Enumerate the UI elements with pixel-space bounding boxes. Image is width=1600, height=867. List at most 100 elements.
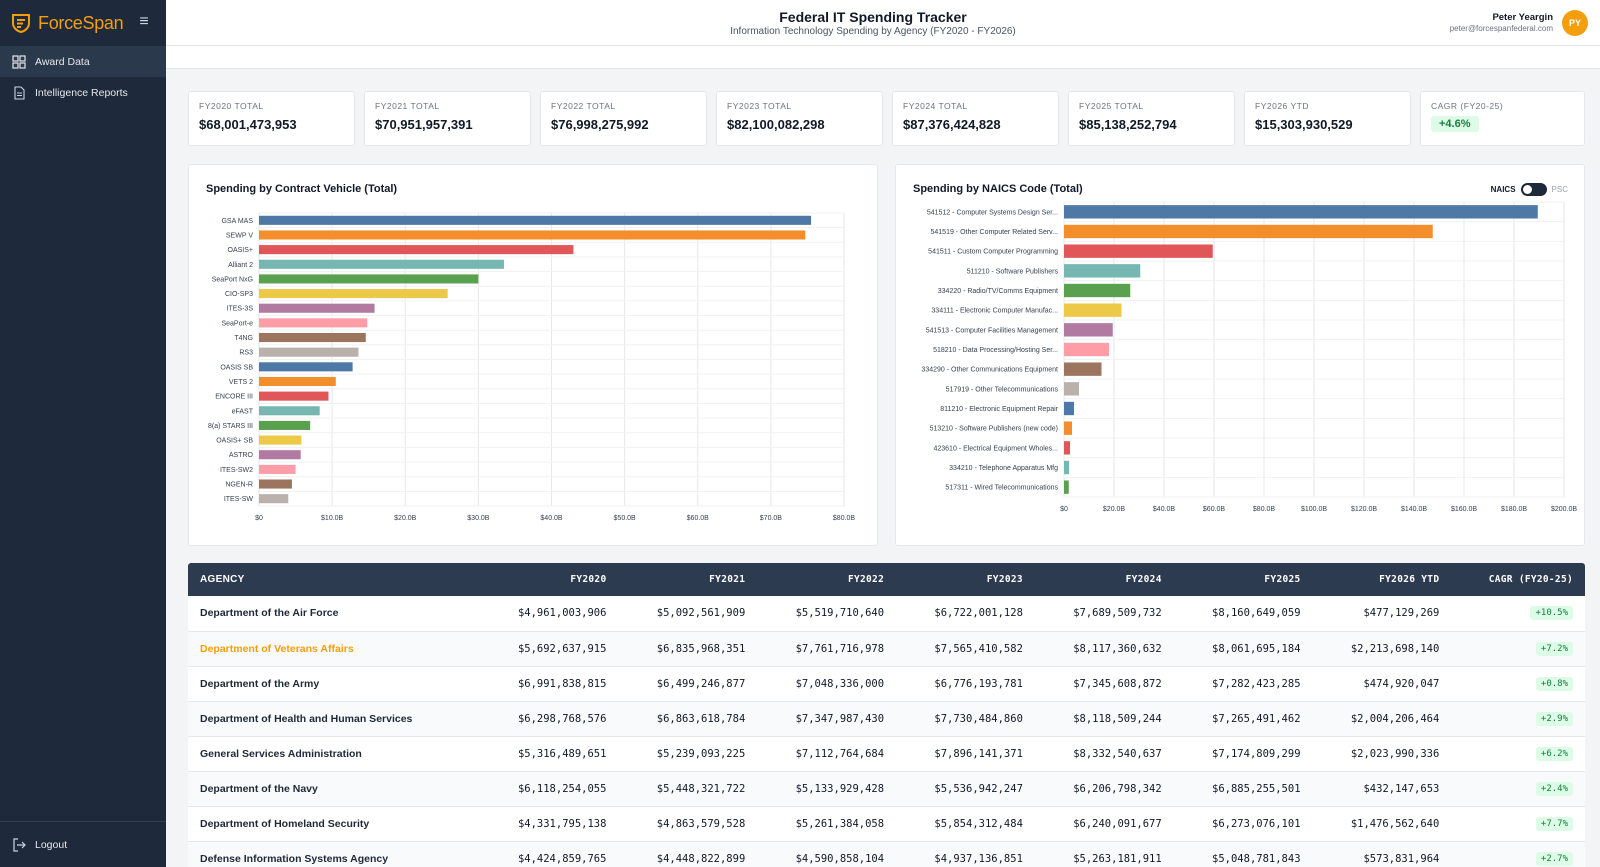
bar[interactable]: [1064, 283, 1131, 298]
cell-fy2026-ytd: $2,023,990,336: [1350, 747, 1440, 760]
column-header-fy2025[interactable]: FY2025: [1264, 574, 1301, 585]
agency-name[interactable]: General Services Administration: [200, 747, 362, 760]
column-header-fy2021[interactable]: FY2021: [709, 574, 746, 585]
cagr-badge: +10.5%: [1530, 606, 1573, 621]
bar[interactable]: [259, 406, 320, 416]
table-row[interactable]: Department of the Navy $6,118,254,055 $5,4…: [188, 771, 1585, 806]
bar[interactable]: [259, 347, 359, 357]
column-header-fy2024[interactable]: FY2024: [1125, 574, 1162, 585]
cell-fy2023: $5,854,312,484: [934, 817, 1023, 830]
bar[interactable]: [1064, 264, 1141, 278]
bar[interactable]: [1064, 244, 1213, 258]
bar[interactable]: [259, 435, 302, 445]
forcespan-logo-icon: [12, 14, 30, 34]
column-header-fy2026-ytd[interactable]: FY2026 YTD: [1379, 574, 1440, 585]
kpi-value: $82,100,082,298: [727, 117, 825, 132]
kpi-card-fy2021: FY2021 TOTAL $70,951,957,391: [364, 91, 531, 146]
bar[interactable]: [1064, 441, 1070, 455]
bar[interactable]: [1064, 382, 1079, 396]
table-row[interactable]: Department of Homeland Security $4,331,79…: [188, 806, 1585, 841]
table-row[interactable]: Department of the Air Force $4,961,003,90…: [188, 596, 1585, 631]
user-email: peter@forcespanfederal.com: [1449, 24, 1553, 33]
table-row[interactable]: Department of Veterans Affairs $5,692,637…: [188, 631, 1585, 666]
bar[interactable]: [259, 420, 311, 430]
bar[interactable]: [259, 332, 366, 343]
bar[interactable]: [259, 289, 448, 299]
bar[interactable]: [259, 391, 329, 401]
bar[interactable]: [1064, 401, 1074, 416]
cell-fy2024: $5,263,181,911: [1073, 852, 1162, 865]
y-tick-label: ENCORE III: [215, 394, 253, 401]
bar[interactable]: [259, 376, 336, 387]
bar[interactable]: [1064, 421, 1072, 435]
bar[interactable]: [259, 215, 812, 225]
cell-fy2026-ytd: $477,129,269: [1363, 607, 1440, 620]
column-header-agency[interactable]: AGENCY: [200, 574, 245, 585]
bar[interactable]: [259, 464, 296, 474]
sidebar-item-award-data[interactable]: Award Data: [0, 46, 166, 77]
logout-button[interactable]: Logout: [0, 821, 166, 867]
kpi-value: $70,951,957,391: [375, 117, 473, 132]
table-row[interactable]: Defense Information Systems Agency $4,424…: [188, 841, 1585, 867]
agency-name[interactable]: Department of Homeland Security: [200, 817, 370, 830]
document-icon: [14, 85, 25, 100]
agency-name[interactable]: Defense Information Systems Agency: [200, 852, 389, 865]
bar[interactable]: [259, 494, 289, 504]
column-header-fy2020[interactable]: FY2020: [570, 574, 607, 585]
agency-name[interactable]: Department of Health and Human Services: [200, 712, 413, 725]
table-row[interactable]: General Services Administration $5,316,48…: [188, 736, 1585, 771]
bar[interactable]: [1064, 342, 1109, 357]
bar[interactable]: [259, 245, 574, 255]
chart-title: Spending by Contract Vehicle (Total): [206, 183, 398, 195]
bar[interactable]: [259, 230, 806, 240]
grid-icon: [12, 54, 26, 69]
x-tick-label: $0: [1060, 506, 1068, 513]
table-row[interactable]: Department of Health and Human Services $…: [188, 701, 1585, 736]
kpi-label: CAGR (FY20-25): [1431, 101, 1504, 111]
table-body: Department of the Air Force $4,961,003,90…: [188, 596, 1585, 867]
bar[interactable]: [1064, 303, 1122, 317]
agency-name[interactable]: Department of the Army: [200, 677, 320, 690]
bar[interactable]: [259, 450, 301, 460]
agency-name[interactable]: Department of the Navy: [200, 782, 318, 795]
column-header-fy2022[interactable]: FY2022: [847, 574, 885, 585]
agency-name[interactable]: Department of Veterans Affairs: [200, 642, 354, 655]
y-tick-label: SeaPort-e: [221, 320, 253, 327]
x-tick-label: $200.0B: [1551, 506, 1577, 513]
table-row[interactable]: Department of the Army $6,991,838,815 $6,4…: [188, 666, 1585, 701]
kpi-card-fy2024: FY2024 TOTAL $87,376,424,828: [892, 91, 1059, 146]
avatar[interactable]: PY: [1562, 10, 1588, 36]
bar[interactable]: [1064, 205, 1538, 219]
cell-fy2023: $7,896,141,371: [934, 747, 1023, 760]
y-tick-label: RS3: [239, 350, 253, 357]
kpi-label: FY2025 TOTAL: [1079, 101, 1144, 111]
kpi-card-fy2026-ytd: FY2026 YTD $15,303,930,529: [1244, 91, 1411, 146]
bar[interactable]: [259, 259, 504, 269]
hamburger-menu-icon[interactable]: ≡: [139, 13, 149, 30]
bar[interactable]: [259, 362, 353, 372]
bar[interactable]: [1064, 323, 1113, 337]
brand-name: ForceSpan: [38, 12, 124, 33]
sidebar-item-intelligence-reports[interactable]: Intelligence Reports: [0, 77, 166, 108]
cagr-badge: +2.4%: [1535, 781, 1573, 796]
bar[interactable]: [1064, 460, 1069, 475]
kpi-card-fy2025: FY2025 TOTAL $85,138,252,794: [1068, 91, 1235, 146]
bar[interactable]: [259, 274, 479, 284]
column-header-fy2023[interactable]: FY2023: [986, 574, 1023, 585]
cell-fy2021: $5,448,321,722: [656, 782, 746, 795]
bar[interactable]: [1064, 224, 1433, 239]
bar[interactable]: [1064, 480, 1069, 494]
bar[interactable]: [259, 318, 368, 328]
naics-psc-toggle[interactable]: [1520, 183, 1547, 196]
bar[interactable]: [259, 303, 375, 313]
column-header-cagr[interactable]: CAGR (FY20-25): [1488, 574, 1573, 585]
kpi-label: FY2020 TOTAL: [199, 101, 264, 111]
brand[interactable]: ForceSpan ≡: [0, 0, 166, 46]
agency-name[interactable]: Department of the Air Force: [200, 607, 339, 620]
x-tick-label: $60.0B: [1203, 506, 1226, 513]
cell-fy2026-ytd: $432,147,653: [1363, 782, 1440, 795]
bar[interactable]: [1064, 362, 1102, 376]
x-tick-label: $0: [255, 515, 263, 522]
bar[interactable]: [259, 479, 292, 489]
kpi-label: FY2026 YTD: [1255, 101, 1309, 111]
